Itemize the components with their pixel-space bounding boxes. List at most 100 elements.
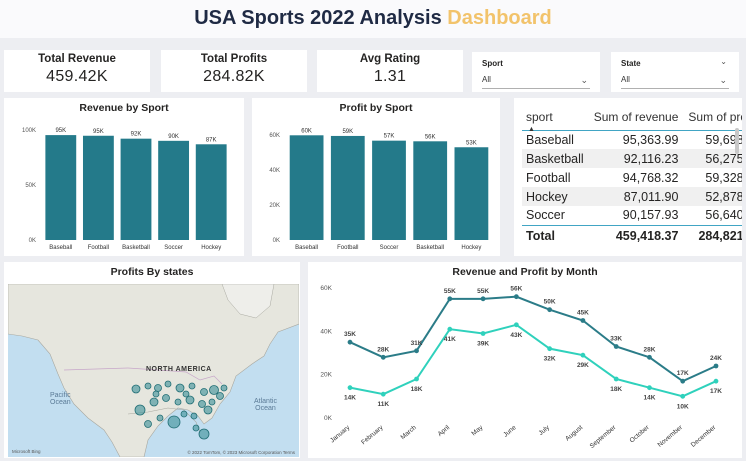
map-canvas[interactable]: NORTH AMERICA Pacific Ocean Atlantic Oce… (8, 284, 299, 457)
sport-slicer-dropdown[interactable]: All ⌄ (482, 73, 590, 89)
y-tick-label: 50K (25, 183, 36, 189)
data-label: 11K (377, 401, 389, 408)
matrix-header-sport[interactable]: sport (522, 104, 590, 131)
data-label: 45K (577, 310, 589, 317)
data-point (414, 376, 419, 382)
data-label: 17K (677, 370, 689, 377)
data-point (347, 339, 353, 345)
data-label: 87K (206, 137, 217, 143)
x-tick-label: Football (88, 245, 109, 251)
data-point (547, 346, 553, 352)
matrix-cell: 90,157.93 (622, 208, 679, 223)
matrix-cell: 284,821. (684, 224, 742, 247)
sport-matrix[interactable]: sport Sum of revenue Sum of pro Baseball… (514, 98, 742, 256)
x-tick-label: Basketball (416, 245, 444, 251)
x-tick-label: October (629, 424, 652, 445)
data-point (347, 385, 353, 391)
matrix-cell: 56,275. (684, 149, 742, 168)
matrix-header-profit[interactable]: Sum of pro (684, 104, 742, 131)
matrix-cell: 459,418.37 (589, 224, 685, 247)
sport-slicer[interactable]: Sport All ⌄ (472, 52, 600, 92)
matrix-viewport: sport Sum of revenue Sum of pro Baseball… (514, 98, 742, 255)
bar (82, 135, 114, 240)
matrix-cell: Baseball (526, 132, 574, 147)
revenue-by-sport-chart[interactable]: Revenue by Sport 0K 50K 100K 95K Baseball 95K… (4, 98, 244, 256)
x-tick-label: June (502, 424, 518, 439)
data-label: 95K (93, 129, 104, 135)
bar (454, 147, 489, 240)
chart-title: Revenue by Sport (79, 102, 169, 114)
x-tick-label: September (589, 424, 618, 450)
data-point (547, 307, 553, 313)
chart-title: Profit by Sport (339, 102, 413, 114)
table-row[interactable]: Basketball 92,116.23 56,275. (522, 149, 742, 168)
x-tick-label: March (399, 424, 418, 441)
series-line (349, 295, 717, 383)
table-row[interactable]: Football 94,768.32 59,328. (522, 168, 742, 187)
x-tick-label: Football (337, 245, 358, 251)
data-point (647, 354, 652, 360)
profit-bar-svg: 0K 20K 40K 60K 60K Baseball 59K Football 57K Socc… (269, 128, 489, 251)
map-svg (8, 284, 299, 457)
matrix-cell: 87,011.90 (589, 187, 685, 206)
matrix-cell: Basketball (522, 149, 590, 168)
chevron-down-icon[interactable]: ⌄ (720, 57, 727, 66)
chart-title: Profits By states (110, 266, 194, 278)
bar (195, 144, 227, 240)
profit-by-sport-chart[interactable]: Profit by Sport 0K 20K 40K 60K 60K Baseball 59… (252, 98, 500, 256)
y-tick-label: 0K (273, 238, 280, 244)
sort-ascending-icon[interactable]: ▲ (528, 126, 535, 133)
kpi-total-revenue[interactable]: Total Revenue 459.42K (4, 50, 150, 92)
table-row[interactable]: Soccer 90,157.93 56,640. (522, 206, 742, 225)
bar (289, 135, 324, 240)
matrix-header-row: sport Sum of revenue Sum of pro (522, 104, 742, 131)
data-label: 95K (55, 128, 66, 134)
series-line (349, 323, 717, 398)
kpi-value: 1.31 (373, 68, 407, 85)
chevron-down-icon[interactable]: ⌄ (719, 75, 727, 85)
data-point (713, 363, 719, 369)
data-label: 29K (577, 362, 589, 369)
data-label: 32K (544, 356, 556, 363)
kpi-avg-rating[interactable]: Avg Rating 1.31 (317, 50, 463, 92)
data-label: 56K (510, 286, 522, 293)
chevron-down-icon[interactable]: ⌄ (580, 75, 588, 85)
data-point (647, 385, 652, 391)
kpi-total-profits[interactable]: Total Profits 284.82K (161, 50, 307, 92)
bing-logo: Microsoft Bing (12, 449, 41, 454)
data-label: 31K (411, 340, 423, 347)
state-slicer-dropdown[interactable]: All ⌄ (621, 73, 729, 89)
north-america-landmass (8, 284, 299, 457)
matrix-header-revenue[interactable]: Sum of revenue (589, 104, 685, 131)
pacific-ocean-label: Pacific Ocean (50, 392, 71, 406)
bar (120, 138, 152, 240)
state-slicer-value: All (621, 75, 630, 84)
profits-by-states-map[interactable]: Profits By states NORTH AMERICA Pacific … (4, 262, 300, 458)
month-line-svg: 0K 20K 40K 60K 35K 28K 31K 55K 55K 56K 50K 45K 33K 28… (320, 285, 722, 450)
table-row[interactable]: Hockey 87,011.90 52,878. (522, 187, 742, 206)
data-point (480, 331, 486, 336)
data-label: 14K (643, 395, 655, 402)
data-label: 59K (342, 129, 353, 135)
state-bubbles (131, 380, 228, 440)
y-tick-label: 60K (320, 285, 332, 292)
bar (158, 140, 190, 240)
data-point (480, 296, 486, 302)
data-label: 60K (301, 128, 312, 134)
data-point (680, 378, 686, 384)
matrix-scrollbar[interactable] (735, 128, 739, 154)
title-accent: Dashboard (447, 7, 552, 29)
table-row[interactable]: Baseball 95,363.99 59,698. (522, 130, 742, 149)
matrix-cell: Football (526, 170, 571, 185)
data-point (613, 376, 619, 382)
data-point (680, 393, 686, 399)
revenue-profit-by-month-chart[interactable]: Revenue and Profit by Month 0K 20K 40K 60K 3… (308, 262, 742, 458)
data-label: 17K (710, 388, 722, 395)
data-point (447, 296, 453, 302)
data-label: 56K (425, 134, 436, 140)
state-slicer[interactable]: State ⌄ All ⌄ (611, 52, 739, 92)
data-label: 39K (477, 341, 489, 348)
x-tick-label: Baseball (49, 245, 72, 251)
matrix-cell: 95,363.99 (622, 132, 679, 147)
y-tick-label: 60K (269, 133, 280, 139)
